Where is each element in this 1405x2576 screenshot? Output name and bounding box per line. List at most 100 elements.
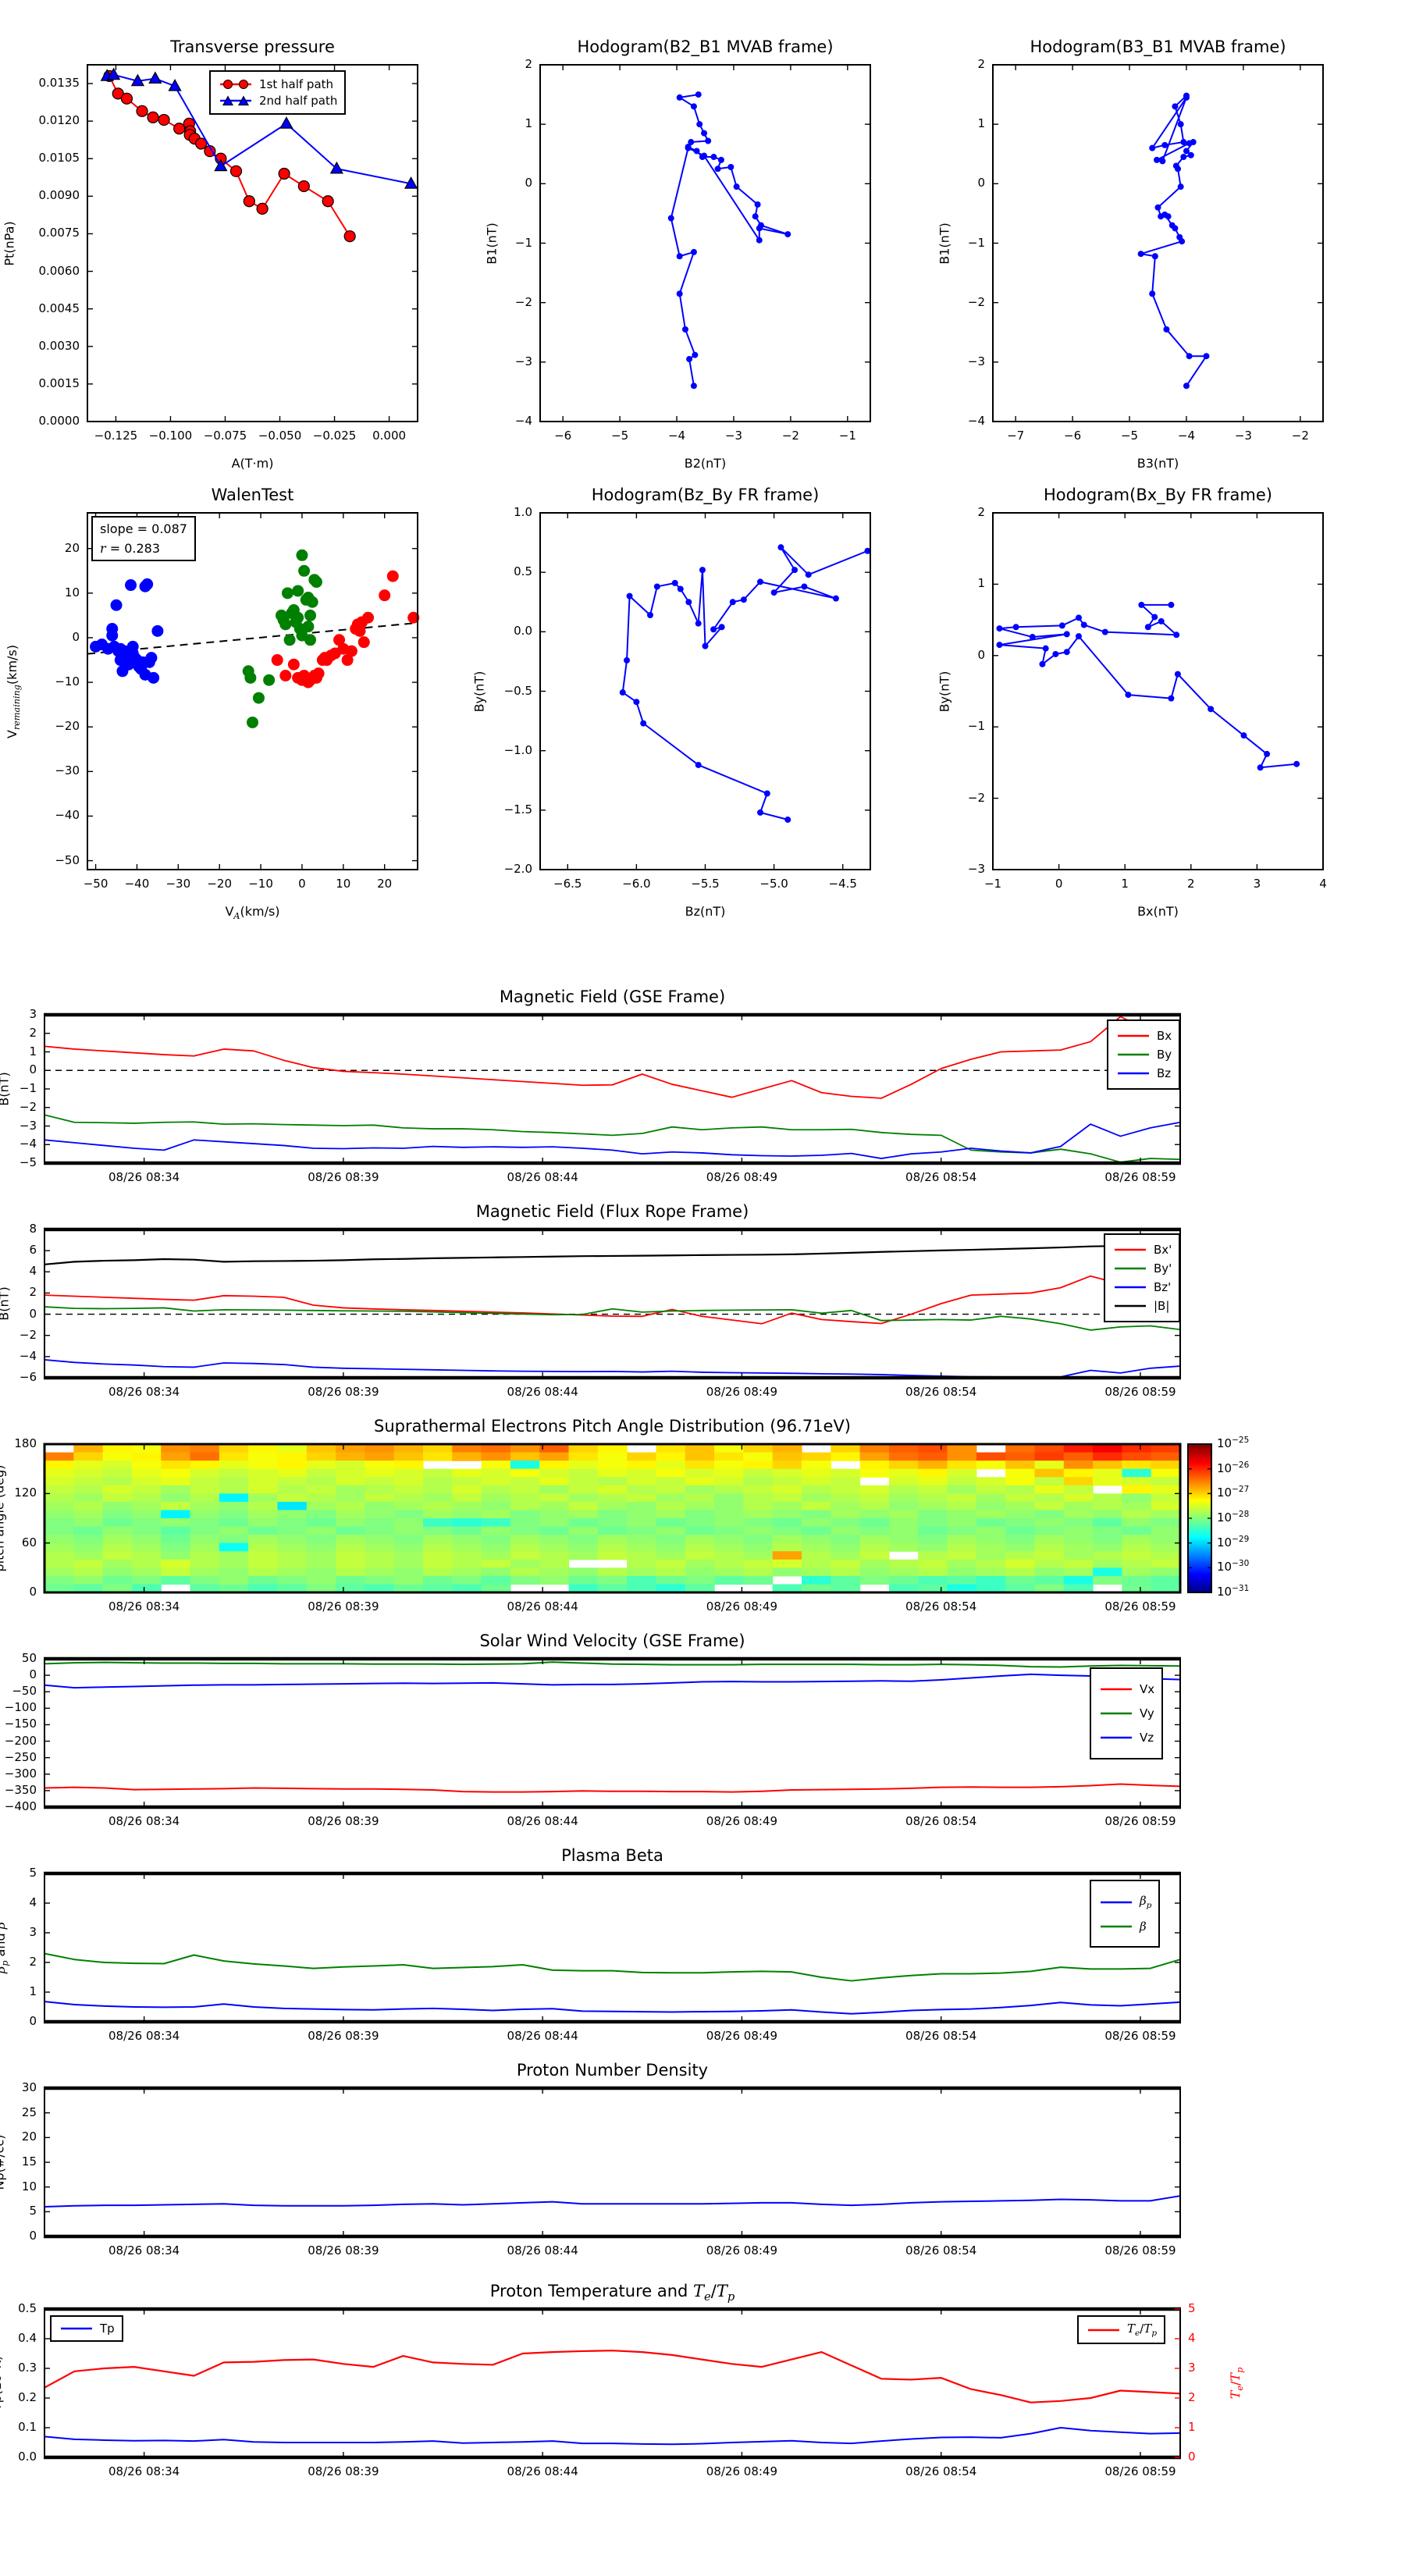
- marker-circle: [832, 595, 839, 602]
- heatmap-cell: [277, 1526, 308, 1535]
- heatmap-cell: [627, 1559, 657, 1568]
- heatmap-cell: [219, 1567, 249, 1577]
- colorbar-label: 10−25: [1217, 1436, 1249, 1450]
- legend-entry: Vy: [1098, 1706, 1154, 1720]
- heatmap-cell: [248, 1542, 279, 1552]
- marker-circle: [740, 596, 747, 603]
- heatmap-cell: [510, 1485, 540, 1494]
- text-segment: |B|: [1154, 1299, 1170, 1313]
- legend-swatch-icon: [1115, 1248, 1146, 1251]
- legend-entry: By': [1112, 1261, 1172, 1276]
- heatmap-cell: [685, 1526, 715, 1535]
- heatmap-cell: [1063, 1567, 1094, 1577]
- heatmap-cell: [947, 1535, 977, 1544]
- y-tick-label: 0: [29, 2229, 37, 2243]
- heatmap-cell: [568, 1493, 599, 1503]
- heatmap-cell: [1151, 1567, 1181, 1577]
- x-tick-label: 08/26 08:44: [507, 1385, 578, 1399]
- colorbar-strip: [1188, 1553, 1211, 1557]
- legend-entry: Tp: [59, 2322, 115, 2336]
- y-tick-label: −40: [55, 808, 80, 823]
- heatmap-cell: [714, 1493, 744, 1503]
- heatmap-cell: [190, 1468, 220, 1478]
- heatmap-cell: [1093, 1510, 1122, 1519]
- heatmap-cell: [947, 1526, 977, 1535]
- heatmap-cell: [918, 1493, 948, 1503]
- heatmap-cell: [452, 1501, 482, 1511]
- text-segment: By(nT): [471, 671, 487, 712]
- heatmap-cell: [597, 1461, 628, 1470]
- heatmap-cell: [656, 1542, 686, 1552]
- text-segment: p: [727, 2290, 735, 2304]
- colorbar-strip: [1188, 1550, 1211, 1553]
- legend-swatch-icon: [1118, 1034, 1149, 1037]
- text-segment: remaining: [12, 684, 23, 730]
- heatmap-cell: [888, 1485, 919, 1494]
- heatmap-cell: [1151, 1584, 1181, 1593]
- legend-label: 2nd half path: [259, 94, 337, 108]
- heatmap-cell: [714, 1452, 744, 1461]
- marker-circle: [729, 599, 736, 606]
- x-tick-label: 08/26 08:59: [1104, 2464, 1176, 2478]
- heatmap-cell: [481, 1461, 511, 1470]
- legend-entry: 2nd half path: [218, 94, 337, 108]
- heatmap-cell: [743, 1468, 774, 1478]
- marker-circle: [357, 636, 370, 649]
- x-tick-label: −40: [124, 877, 150, 891]
- y-tick-label: 2: [29, 1285, 37, 1300]
- heatmap-cell: [248, 1461, 279, 1470]
- y-tick-label: 0: [977, 176, 985, 190]
- colorbar-strip: [1188, 1524, 1211, 1527]
- text-segment: e: [704, 2290, 711, 2304]
- colorbar-strip: [1188, 1453, 1211, 1455]
- heatmap-cell: [73, 1493, 104, 1503]
- heatmap-cell: [44, 1493, 74, 1503]
- plot-frame: [992, 512, 1324, 870]
- colorbar-strip: [1188, 1491, 1211, 1493]
- colorbar-strip: [1188, 1509, 1211, 1512]
- heatmap-cell: [831, 1501, 861, 1511]
- text-segment: By: [1157, 1048, 1172, 1062]
- heatmap-cell: [219, 1518, 249, 1528]
- heatmap-cell: [365, 1493, 395, 1503]
- heatmap-cell: [888, 1559, 919, 1568]
- right-y-tick-label: 3: [1188, 2361, 1196, 2375]
- heatmap-cell: [539, 1452, 570, 1461]
- heatmap-cell: [219, 1477, 249, 1486]
- heatmap-cell: [393, 1551, 424, 1560]
- colorbar-strip: [1188, 1582, 1211, 1585]
- heatmap-cell: [714, 1485, 744, 1494]
- marker-circle: [1177, 121, 1184, 128]
- y-tick-label: 20: [21, 2129, 37, 2144]
- heatmap-cell: [481, 1477, 511, 1486]
- heatmap-cell: [859, 1510, 890, 1519]
- heatmap-cell: [190, 1485, 220, 1494]
- marker-circle: [688, 139, 695, 146]
- heatmap-cell: [656, 1493, 686, 1503]
- heatmap-cell: [714, 1535, 744, 1544]
- heatmap-cell: [627, 1501, 657, 1511]
- y-axis-label: Vremaining(km/s): [5, 645, 22, 738]
- colorbar-strip: [1188, 1530, 1211, 1533]
- y-tick-label: −150: [4, 1717, 37, 1731]
- heatmap-cell: [685, 1567, 715, 1577]
- heatmap-cell: [976, 1452, 1006, 1461]
- heatmap-cell: [743, 1575, 774, 1585]
- heatmap-cell: [685, 1510, 715, 1519]
- heatmap-cell: [393, 1485, 424, 1494]
- y-tick-label: 0.0: [514, 624, 532, 639]
- heatmap-cell: [568, 1535, 599, 1544]
- y-tick-label: −3: [967, 862, 985, 876]
- text-segment: β: [1140, 1894, 1147, 1908]
- heatmap-cell: [306, 1535, 336, 1544]
- marker-circle: [1168, 695, 1175, 702]
- right-y-tick-label: 2: [1188, 2390, 1196, 2404]
- colorbar-strip: [1188, 1581, 1211, 1583]
- heatmap-cell: [510, 1477, 540, 1486]
- heatmap-cell: [802, 1468, 831, 1478]
- heatmap-cell: [102, 1477, 133, 1486]
- heatmap-cell: [1005, 1444, 1036, 1453]
- heatmap-cell: [1005, 1551, 1036, 1560]
- colorbar-strip: [1188, 1508, 1211, 1510]
- heatmap-cell: [1122, 1575, 1152, 1585]
